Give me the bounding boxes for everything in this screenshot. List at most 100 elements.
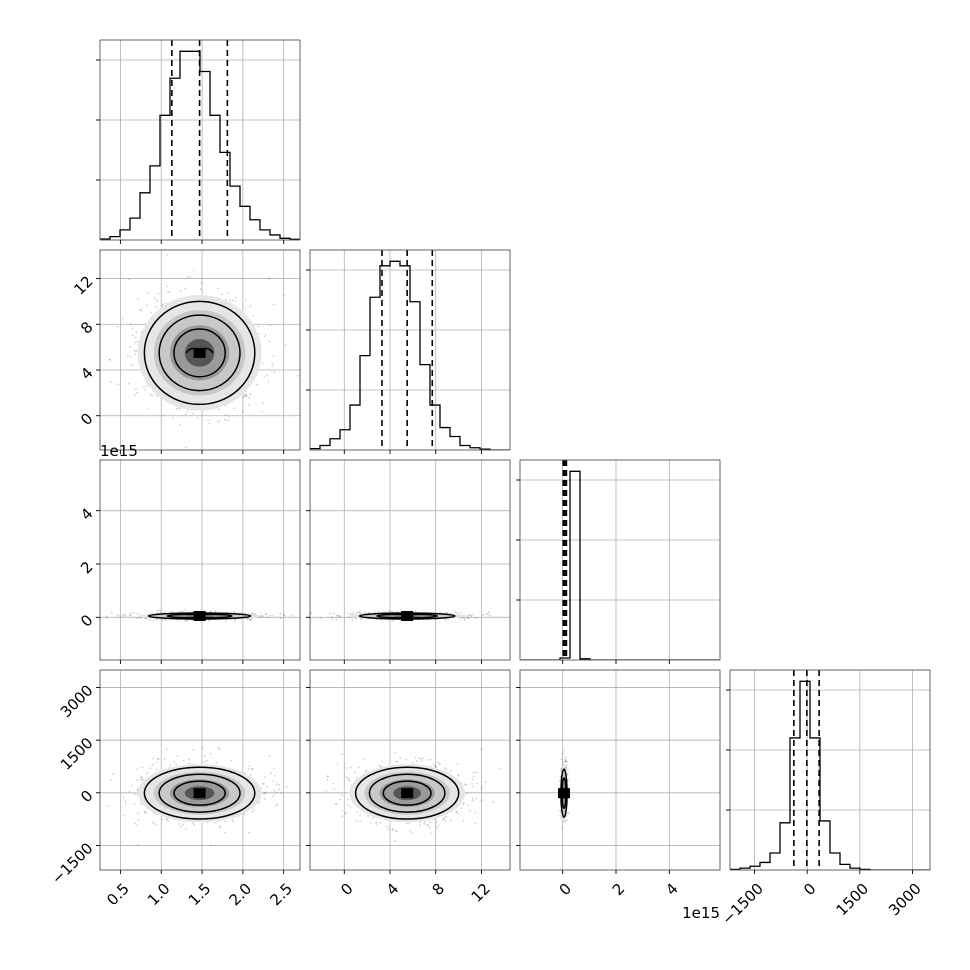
hist-step <box>520 470 720 660</box>
scatter-point <box>128 790 131 793</box>
scatter-point <box>394 829 397 832</box>
scatter-point <box>369 821 372 824</box>
scatter-point <box>249 393 252 396</box>
scatter-point <box>155 768 158 771</box>
scatter-point <box>275 804 277 807</box>
scatter-point <box>345 812 347 814</box>
scatter-point <box>151 611 153 614</box>
scatter-point <box>264 333 267 336</box>
scatter-point <box>335 802 338 805</box>
scatter-point <box>437 761 440 764</box>
scatter-point <box>229 299 232 302</box>
scatter-point <box>472 771 475 774</box>
scatter-point <box>566 772 569 775</box>
scatter-point <box>442 818 445 820</box>
contour-line <box>173 328 226 378</box>
scatter-point <box>275 791 278 793</box>
hist-panel-3 <box>730 670 930 870</box>
x-offset-label: 1e15 <box>682 904 720 922</box>
scatter-point <box>559 809 561 812</box>
scatter-point <box>134 341 136 344</box>
scatter-point <box>396 760 398 763</box>
scatter-point <box>107 805 110 807</box>
scatter-point <box>363 611 366 614</box>
pair-panel-0-1 <box>100 250 300 450</box>
scatter-point <box>530 779 532 781</box>
scatter-point <box>565 764 568 767</box>
scatter-point <box>560 768 563 770</box>
scatter-point <box>117 383 120 386</box>
scatter-point <box>488 611 490 613</box>
scatter-point <box>132 611 135 614</box>
scatter-point <box>247 618 249 620</box>
pair-panel-1-3 <box>310 670 532 870</box>
scatter-point <box>129 355 131 358</box>
scatter-point <box>208 619 210 622</box>
scatter-point <box>399 757 401 760</box>
scatter-point <box>134 353 137 355</box>
scatter-point <box>476 782 478 785</box>
scatter-point <box>156 609 159 612</box>
scatter-point <box>117 614 119 616</box>
scatter-point <box>487 613 489 615</box>
scatter-point <box>263 375 266 378</box>
scatter-point <box>385 825 388 828</box>
scatter-point <box>340 794 343 796</box>
scatter-point <box>146 407 149 410</box>
scatter-point <box>331 618 334 620</box>
scatter-point <box>271 363 274 365</box>
scatter-point <box>272 767 275 770</box>
scatter-point <box>264 776 266 779</box>
scatter-point <box>144 810 146 813</box>
scatter-point <box>272 780 275 783</box>
scatter-point <box>350 613 353 616</box>
scatter-point <box>119 615 121 617</box>
scatter-point <box>234 300 237 303</box>
scatter-point <box>273 774 276 777</box>
scatter-point <box>207 419 210 422</box>
scatter-point <box>170 611 173 613</box>
scatter-point <box>121 317 124 320</box>
scatter-point <box>456 762 459 765</box>
scatter-point <box>475 771 478 774</box>
scatter-point <box>444 767 446 769</box>
y-tick-label: 4 <box>77 504 96 523</box>
scatter-point <box>301 778 303 780</box>
scatter-point <box>108 358 111 361</box>
scatter-point <box>147 292 150 294</box>
scatter-point <box>480 799 483 802</box>
scatter-point <box>474 812 476 814</box>
scatter-point <box>264 335 267 338</box>
x-tick-label: 4 <box>662 880 681 899</box>
x-tick-label: 12 <box>468 880 494 906</box>
scatter-point <box>151 763 154 766</box>
scatter-point <box>326 778 329 781</box>
scatter-point <box>217 421 219 423</box>
axes-frame <box>309 249 511 451</box>
scatter-point <box>161 304 164 307</box>
scatter-point <box>348 779 351 782</box>
scatter-point <box>214 610 217 613</box>
y-tick-label: −1500 <box>48 839 97 888</box>
scatter-point <box>272 303 275 306</box>
scatter-point <box>284 344 287 346</box>
scatter-point <box>220 293 223 296</box>
scatter-point <box>131 327 134 330</box>
scatter-point <box>271 614 274 617</box>
scatter-point <box>217 408 220 411</box>
scatter-point <box>464 618 466 621</box>
scatter-point <box>187 410 190 413</box>
hist-panel-1 <box>310 250 510 450</box>
scatter-point <box>139 308 142 311</box>
y-tick-label: 12 <box>70 272 96 298</box>
scatter-point <box>420 758 423 760</box>
scatter-point <box>457 812 460 815</box>
scatter-point <box>133 802 136 805</box>
scatter-point <box>164 611 167 613</box>
scatter-point <box>367 815 369 817</box>
scatter-point <box>182 759 185 762</box>
scatter-point <box>262 782 265 785</box>
scatter-point <box>380 619 383 621</box>
scatter-point <box>471 785 474 788</box>
scatter-point <box>231 819 234 821</box>
